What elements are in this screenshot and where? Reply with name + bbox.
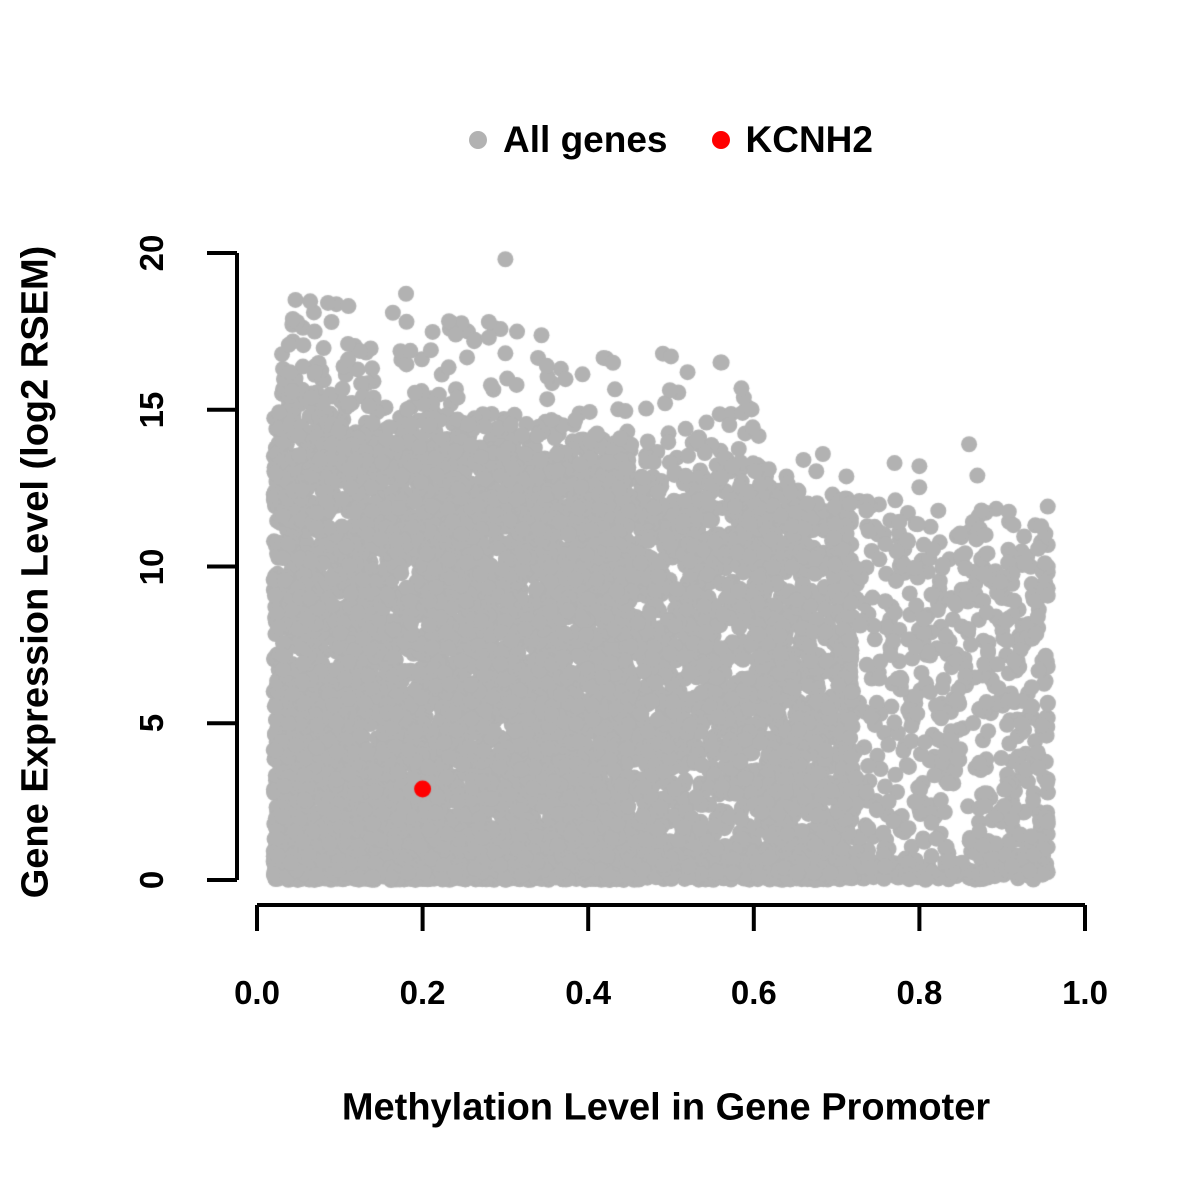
y-tick-label: 0 xyxy=(133,870,170,890)
x-axis-title: Methylation Level in Gene Promoter xyxy=(341,1086,991,1129)
legend-item-all-genes: All genes xyxy=(469,119,668,161)
y-tick-label: 20 xyxy=(133,234,170,272)
y-tick-label: 15 xyxy=(133,391,170,429)
x-tick-label: 0.4 xyxy=(565,974,612,1011)
kcnh2-dot-icon xyxy=(711,131,730,149)
y-tick-label: 10 xyxy=(133,548,170,585)
legend: All genes KCNH2 xyxy=(257,118,1085,162)
x-tick-label: 0.0 xyxy=(234,974,280,1011)
legend-item-kcnh2: KCNH2 xyxy=(711,119,873,161)
x-tick-label: 0.6 xyxy=(730,974,777,1011)
axis-lines xyxy=(207,251,1087,931)
all-genes-dot-icon xyxy=(469,131,488,149)
x-tick-label: 0.8 xyxy=(896,974,943,1011)
y-axis-title: Gene Expression Level (log2 RSEM) xyxy=(14,245,57,899)
legend-label-all-genes: All genes xyxy=(503,119,668,160)
x-tick-label: 1.0 xyxy=(1062,974,1108,1011)
y-tick-label: 5 xyxy=(133,714,170,733)
x-tick-label: 0.2 xyxy=(399,974,446,1011)
legend-label-kcnh2: KCNH2 xyxy=(745,119,873,160)
